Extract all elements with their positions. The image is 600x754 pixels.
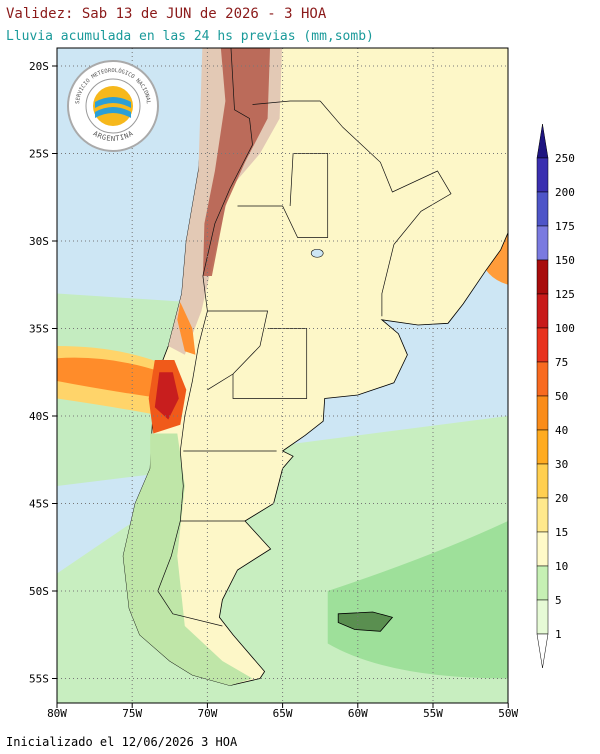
colorbar-band: [536, 259, 549, 295]
border: [157, 48, 253, 627]
lat-label: 25S: [29, 148, 49, 161]
colorbar: 250 200 175 150 125 100 75 50 40 30 20 15 10 5 1: [536, 123, 575, 669]
lon-label: 65W: [273, 707, 293, 720]
lat-label: 40S: [29, 410, 49, 423]
colorbar-label: 5: [555, 594, 562, 607]
sea-rain: [57, 357, 163, 399]
colorbar-band: [536, 565, 549, 601]
title: Validez: Sab 13 de JUN de 2026 - 3 HOA: [6, 6, 327, 22]
colorbar-band: [536, 531, 549, 567]
lagoon: [310, 248, 324, 258]
border: [252, 100, 321, 105]
andes-high: [202, 48, 271, 276]
sea-rain: [327, 521, 508, 679]
colorbar-label: 30: [555, 458, 568, 471]
colorbar-label: 100: [555, 322, 575, 335]
colorbar-band: [536, 157, 549, 193]
rain-heavy: [154, 372, 179, 420]
lon-label: 50W: [498, 707, 518, 720]
lon-label: 75W: [122, 707, 142, 720]
subtitle: Lluvia acumulada en las 24 hs previas (m…: [6, 29, 374, 44]
colorbar-label: 250: [555, 152, 575, 165]
colorbar-band: [536, 361, 549, 397]
rain-mid: [177, 302, 196, 355]
map: [57, 48, 508, 703]
colorbar-band: [536, 463, 549, 499]
colorbar-label: 75: [555, 356, 568, 369]
logo-sun: [93, 86, 133, 126]
colorbar-band: [536, 429, 549, 465]
colorbar-label: 175: [555, 220, 575, 233]
colorbar-label: 15: [555, 526, 568, 539]
lon-label: 60W: [348, 707, 368, 720]
colorbar-band: [536, 395, 549, 431]
colorbar-band: [536, 225, 549, 261]
lat-label: 45S: [29, 498, 49, 511]
colorbar-label: 125: [555, 288, 575, 301]
lon-label: 80W: [47, 707, 67, 720]
colorbar-cap: [536, 123, 549, 159]
lat-label: 55S: [29, 673, 49, 686]
colorbar-band: [536, 191, 549, 227]
border: [381, 244, 395, 317]
init-text: Inicializado el 12/06/2026 3 HOA: [6, 735, 238, 749]
lat-label: 35S: [29, 323, 49, 336]
islands: [337, 611, 394, 632]
lon-label: 55W: [423, 707, 443, 720]
colorbar-label: 50: [555, 390, 568, 403]
lon-label: 70W: [197, 707, 217, 720]
colorbar-label: 150: [555, 254, 575, 267]
logo: SERVICIO METEOROLÓGICO NACIONAL ARGENTIN…: [67, 60, 159, 152]
colorbar-label: 200: [555, 186, 575, 199]
colorbar-band: [536, 599, 549, 635]
lat-label: 30S: [29, 235, 49, 248]
colorbar-cap: [536, 633, 549, 669]
logo-wave: [95, 97, 131, 108]
colorbar-label: 1: [555, 628, 562, 641]
colorbar-label: 20: [555, 492, 568, 505]
colorbar-band: [536, 497, 549, 533]
colorbar-label: 40: [555, 424, 568, 437]
colorbar-label: 10: [555, 560, 568, 573]
border: [319, 100, 452, 245]
logo-wave: [95, 107, 131, 118]
border: [207, 310, 269, 391]
lat-label: 20S: [29, 60, 49, 73]
land-rain: [123, 433, 253, 686]
colorbar-band: [536, 293, 549, 329]
lat-label: 50S: [29, 585, 49, 598]
colorbar-band: [536, 327, 549, 363]
